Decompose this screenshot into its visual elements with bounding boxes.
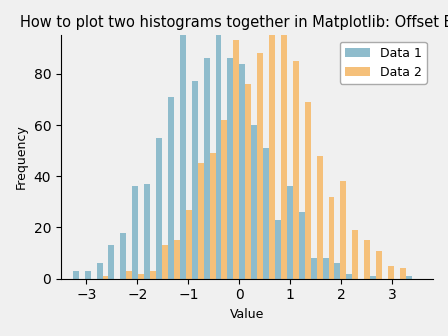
Bar bbox=[293, 61, 299, 279]
Bar bbox=[210, 153, 215, 279]
Bar bbox=[317, 156, 323, 279]
Bar bbox=[310, 258, 317, 279]
Title: How to plot two histograms together in Matplotlib: Offset Bins: How to plot two histograms together in M… bbox=[20, 15, 448, 30]
X-axis label: Value: Value bbox=[230, 308, 264, 321]
Bar bbox=[97, 263, 103, 279]
Bar bbox=[174, 240, 180, 279]
Bar bbox=[228, 58, 233, 279]
Bar bbox=[121, 233, 126, 279]
Bar bbox=[400, 268, 406, 279]
Bar bbox=[287, 186, 293, 279]
Bar bbox=[376, 251, 382, 279]
Bar bbox=[388, 266, 394, 279]
Y-axis label: Frequency: Frequency bbox=[15, 125, 28, 190]
Bar bbox=[103, 276, 108, 279]
Bar bbox=[323, 258, 328, 279]
Bar bbox=[168, 97, 174, 279]
Bar bbox=[144, 184, 150, 279]
Bar bbox=[352, 230, 358, 279]
Bar bbox=[335, 263, 340, 279]
Bar bbox=[233, 40, 239, 279]
Bar bbox=[305, 102, 310, 279]
Bar bbox=[281, 30, 287, 279]
Bar bbox=[198, 163, 204, 279]
Bar bbox=[370, 276, 376, 279]
Bar bbox=[269, 28, 275, 279]
Bar bbox=[406, 276, 412, 279]
Bar bbox=[346, 274, 352, 279]
Bar bbox=[138, 274, 144, 279]
Bar bbox=[180, 25, 186, 279]
Bar bbox=[215, 15, 221, 279]
Bar bbox=[192, 81, 198, 279]
Bar bbox=[257, 53, 263, 279]
Bar bbox=[328, 197, 335, 279]
Bar bbox=[126, 271, 132, 279]
Bar bbox=[150, 271, 156, 279]
Bar bbox=[299, 212, 305, 279]
Bar bbox=[239, 64, 245, 279]
Bar bbox=[204, 58, 210, 279]
Bar bbox=[340, 181, 346, 279]
Bar bbox=[156, 138, 162, 279]
Bar bbox=[186, 210, 192, 279]
Bar bbox=[162, 245, 168, 279]
Bar bbox=[73, 271, 79, 279]
Bar bbox=[132, 186, 138, 279]
Bar bbox=[85, 271, 90, 279]
Bar bbox=[275, 220, 281, 279]
Bar bbox=[245, 84, 251, 279]
Bar bbox=[108, 245, 114, 279]
Legend: Data 1, Data 2: Data 1, Data 2 bbox=[340, 42, 427, 84]
Bar bbox=[221, 120, 228, 279]
Bar bbox=[263, 148, 269, 279]
Bar bbox=[364, 240, 370, 279]
Bar bbox=[251, 125, 257, 279]
